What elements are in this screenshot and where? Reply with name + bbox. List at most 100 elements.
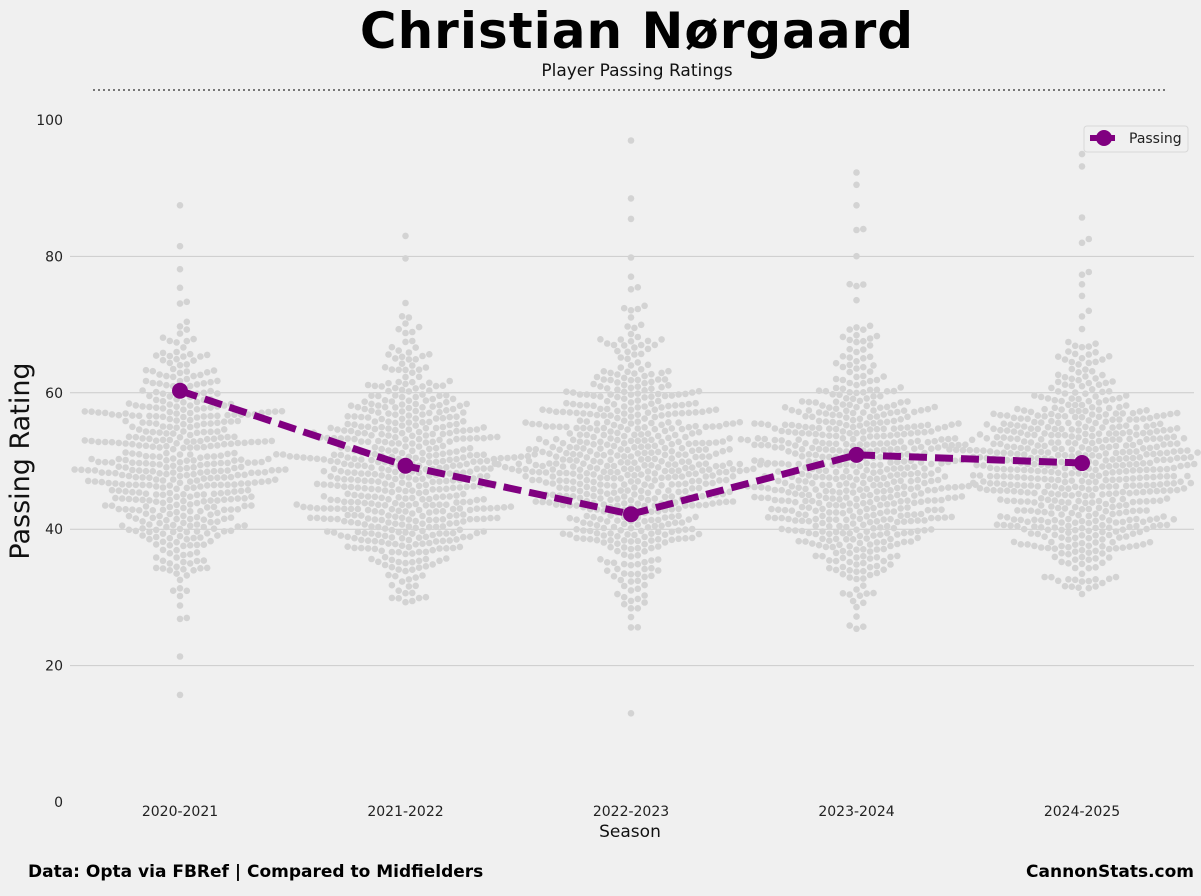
swarm-point xyxy=(1129,467,1137,474)
swarm-point xyxy=(203,564,211,572)
swarm-point xyxy=(1041,430,1048,437)
swarm-point xyxy=(480,451,488,459)
swarm-point xyxy=(890,439,898,446)
swarm-point xyxy=(1075,407,1082,415)
swarm-point xyxy=(873,413,881,420)
swarm-point xyxy=(904,464,911,472)
swarm-point xyxy=(539,406,546,414)
swarm-point xyxy=(1102,507,1110,515)
swarm-point xyxy=(180,399,187,406)
swarm-point xyxy=(980,447,987,455)
swarm-point xyxy=(709,423,716,430)
swarm-point xyxy=(873,495,881,503)
swarm-point xyxy=(1075,369,1082,376)
swarm-point xyxy=(1088,492,1096,499)
swarm-point xyxy=(873,488,881,495)
swarm-point xyxy=(815,492,823,500)
swarm-point xyxy=(439,537,447,545)
swarm-point xyxy=(822,418,830,426)
swarm-point xyxy=(603,490,611,498)
swarm-point xyxy=(634,383,642,391)
swarm-point xyxy=(159,565,167,572)
swarm-point xyxy=(917,498,925,506)
swarm-point xyxy=(976,485,984,492)
swarm-point xyxy=(897,424,904,432)
swarm-point xyxy=(405,516,413,523)
swarm-point xyxy=(849,536,857,543)
swarm-point xyxy=(176,434,184,441)
swarm-point xyxy=(214,428,221,435)
swarm-point xyxy=(405,426,413,433)
swarm-point xyxy=(802,478,809,485)
swarm-point xyxy=(627,254,635,261)
swarm-point xyxy=(1143,525,1150,533)
swarm-point xyxy=(1020,507,1028,514)
swarm-point xyxy=(597,458,604,466)
swarm-point xyxy=(624,323,631,330)
swarm-point xyxy=(483,457,491,465)
swarm-point xyxy=(381,397,389,404)
swarm-point xyxy=(166,393,174,400)
swarm-point xyxy=(1078,214,1086,221)
swarm-point xyxy=(1007,473,1014,481)
swarm-point xyxy=(1014,450,1021,458)
swarm-point xyxy=(1075,490,1082,498)
swarm-point xyxy=(573,502,580,509)
swarm-point xyxy=(405,481,413,489)
swarm-point xyxy=(1133,542,1140,550)
swarm-point xyxy=(415,489,423,497)
swarm-point xyxy=(812,473,819,481)
swarm-point xyxy=(641,379,648,387)
swarm-point xyxy=(1116,416,1123,423)
swarm-point xyxy=(173,493,180,501)
swarm-point xyxy=(1061,472,1069,479)
swarm-point xyxy=(894,518,901,526)
swarm-point xyxy=(361,405,369,413)
swarm-point xyxy=(1088,411,1096,418)
swarm-point xyxy=(839,509,847,517)
swarm-point xyxy=(778,486,785,494)
swarm-point xyxy=(853,202,860,209)
swarm-point xyxy=(1112,483,1120,490)
swarm-point xyxy=(600,412,608,419)
swarm-point xyxy=(197,469,204,476)
swarm-point xyxy=(122,464,129,471)
swarm-point xyxy=(644,524,652,531)
swarm-point xyxy=(778,514,785,522)
y-tick-40: 40 xyxy=(45,522,63,538)
swarm-point xyxy=(477,458,484,465)
swarm-point xyxy=(798,503,806,511)
swarm-point xyxy=(1139,460,1147,467)
swarm-point xyxy=(880,373,887,380)
swarm-point xyxy=(358,456,365,463)
swarm-point xyxy=(1071,413,1079,421)
swarm-point xyxy=(1092,419,1099,427)
swarm-point xyxy=(846,354,853,361)
swarm-point xyxy=(603,418,611,426)
swarm-point xyxy=(785,428,792,436)
swarm-point xyxy=(358,512,365,519)
swarm-point xyxy=(125,526,133,534)
swarm-point xyxy=(654,488,662,496)
swarm-point xyxy=(470,458,477,466)
swarm-point xyxy=(856,592,864,599)
swarm-point xyxy=(1129,454,1137,462)
swarm-point xyxy=(1071,401,1079,409)
swarm-point xyxy=(368,407,375,415)
swarm-point xyxy=(798,527,806,535)
swarm-point xyxy=(186,493,194,501)
swarm-point xyxy=(1065,576,1072,583)
swarm-point xyxy=(241,522,248,529)
swarm-point xyxy=(853,526,860,533)
swarm-point xyxy=(729,420,737,427)
swarm-point xyxy=(648,462,655,469)
swarm-point xyxy=(863,395,870,402)
swarm-point xyxy=(648,482,655,490)
swarm-point xyxy=(603,559,611,566)
swarm-point xyxy=(392,499,399,507)
swarm-point xyxy=(432,382,440,390)
swarm-point xyxy=(159,491,167,499)
swarm-point xyxy=(853,373,860,381)
swarm-point xyxy=(648,530,655,537)
swarm-point xyxy=(327,424,335,432)
